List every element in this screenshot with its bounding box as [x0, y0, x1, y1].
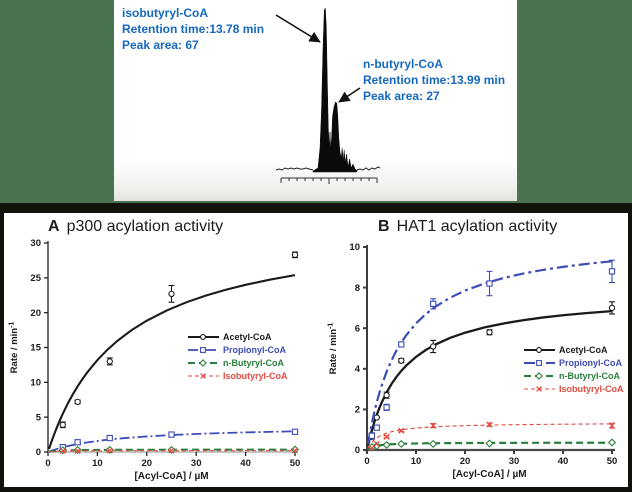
chromatogram-trace — [312, 7, 358, 173]
svg-text:Propionyl-CoA: Propionyl-CoA — [223, 345, 286, 355]
chart-b-panel-label: B — [378, 218, 390, 235]
annotation-n-butyryl-area: Peak area: 27 — [363, 89, 440, 103]
svg-text:15: 15 — [30, 343, 41, 354]
svg-text:Acetyl-CoA: Acetyl-CoA — [559, 345, 608, 355]
svg-text:10: 10 — [30, 378, 41, 389]
chart-a-panel-label: A — [48, 218, 60, 235]
annotation-n-butyryl-retention: Retention time:13.99 min — [363, 73, 506, 87]
annotation-isobutyryl-name: isobutyryl-CoA — [122, 6, 209, 20]
svg-text:n-Butyryl-CoA: n-Butyryl-CoA — [223, 358, 284, 368]
svg-text:Isobutyryl-CoA: Isobutyryl-CoA — [559, 384, 624, 394]
svg-text:6: 6 — [355, 323, 360, 334]
svg-text:0: 0 — [364, 456, 369, 467]
annotation-isobutyryl: isobutyryl-CoA Retention time:13.78 min … — [122, 5, 264, 53]
svg-text:4: 4 — [355, 364, 361, 375]
svg-text:5: 5 — [36, 412, 42, 423]
annotation-n-butyryl: n-butyryl-CoA Retention time:13.99 min P… — [363, 56, 505, 104]
svg-text:2: 2 — [355, 405, 360, 416]
svg-text:50: 50 — [290, 458, 301, 469]
chart-a-title-text: p300 acylation activity — [66, 218, 224, 235]
annotation-n-butyryl-name: n-butyryl-CoA — [363, 57, 443, 71]
svg-text:30: 30 — [191, 458, 202, 469]
chart-p300: 0 5 10 15 20 25 30 0 10 20 30 40 50 [Acyl-CoA] / µM Ra… — [9, 238, 301, 482]
chromatogram-time-axis — [280, 177, 378, 184]
svg-text:40: 40 — [240, 458, 251, 469]
svg-text:8: 8 — [355, 283, 360, 294]
annotation-arrow-n-butyryl — [338, 87, 361, 103]
svg-text:Propionyl-CoA: Propionyl-CoA — [559, 358, 622, 368]
svg-text:20: 20 — [142, 458, 153, 469]
svg-text:10: 10 — [349, 242, 360, 253]
svg-text:30: 30 — [509, 456, 520, 467]
chart-hat1: 0 2 4 6 8 10 0 10 20 30 40 50 [Acyl-CoA] / µM Rate / … — [328, 242, 625, 480]
svg-text:Rate / min-1: Rate / min-1 — [9, 322, 21, 374]
svg-text:0: 0 — [36, 447, 41, 458]
svg-text:[Acyl-CoA] / µM: [Acyl-CoA] / µM — [134, 471, 208, 482]
svg-text:20: 20 — [30, 308, 41, 319]
annotation-arrow-isobutyryl — [275, 14, 321, 43]
svg-text:25: 25 — [30, 273, 41, 284]
chromatogram-baseline-left — [275, 167, 314, 171]
svg-text:50: 50 — [607, 456, 618, 467]
svg-text:n-Butyryl-CoA: n-Butyryl-CoA — [559, 371, 620, 381]
chart-b-title-text: HAT1 acylation activity — [396, 218, 558, 235]
annotation-isobutyryl-retention: Retention time:13.78 min — [122, 22, 265, 36]
svg-text:10: 10 — [92, 458, 103, 469]
svg-text:Rate / min-1: Rate / min-1 — [328, 323, 340, 375]
annotation-isobutyryl-area: Peak area: 67 — [122, 38, 199, 52]
chart-b-title: B HAT1 acylation activity — [378, 218, 557, 236]
svg-text:20: 20 — [460, 456, 471, 467]
svg-text:10: 10 — [411, 456, 422, 467]
svg-text:Acetyl-CoA: Acetyl-CoA — [223, 332, 272, 342]
chromatogram-panel: isobutyryl-CoA Retention time:13.78 min … — [114, 0, 517, 201]
svg-text:[Acyl-CoA] / µM: [Acyl-CoA] / µM — [452, 469, 526, 480]
svg-text:0: 0 — [45, 458, 50, 469]
svg-text:0: 0 — [355, 445, 360, 456]
svg-text:30: 30 — [30, 238, 41, 249]
chromatogram-baseline-right — [356, 166, 381, 171]
chromatogram-plot — [275, 7, 381, 184]
svg-text:Isobutyryl-CoA: Isobutyryl-CoA — [223, 371, 288, 381]
svg-text:40: 40 — [558, 456, 569, 467]
